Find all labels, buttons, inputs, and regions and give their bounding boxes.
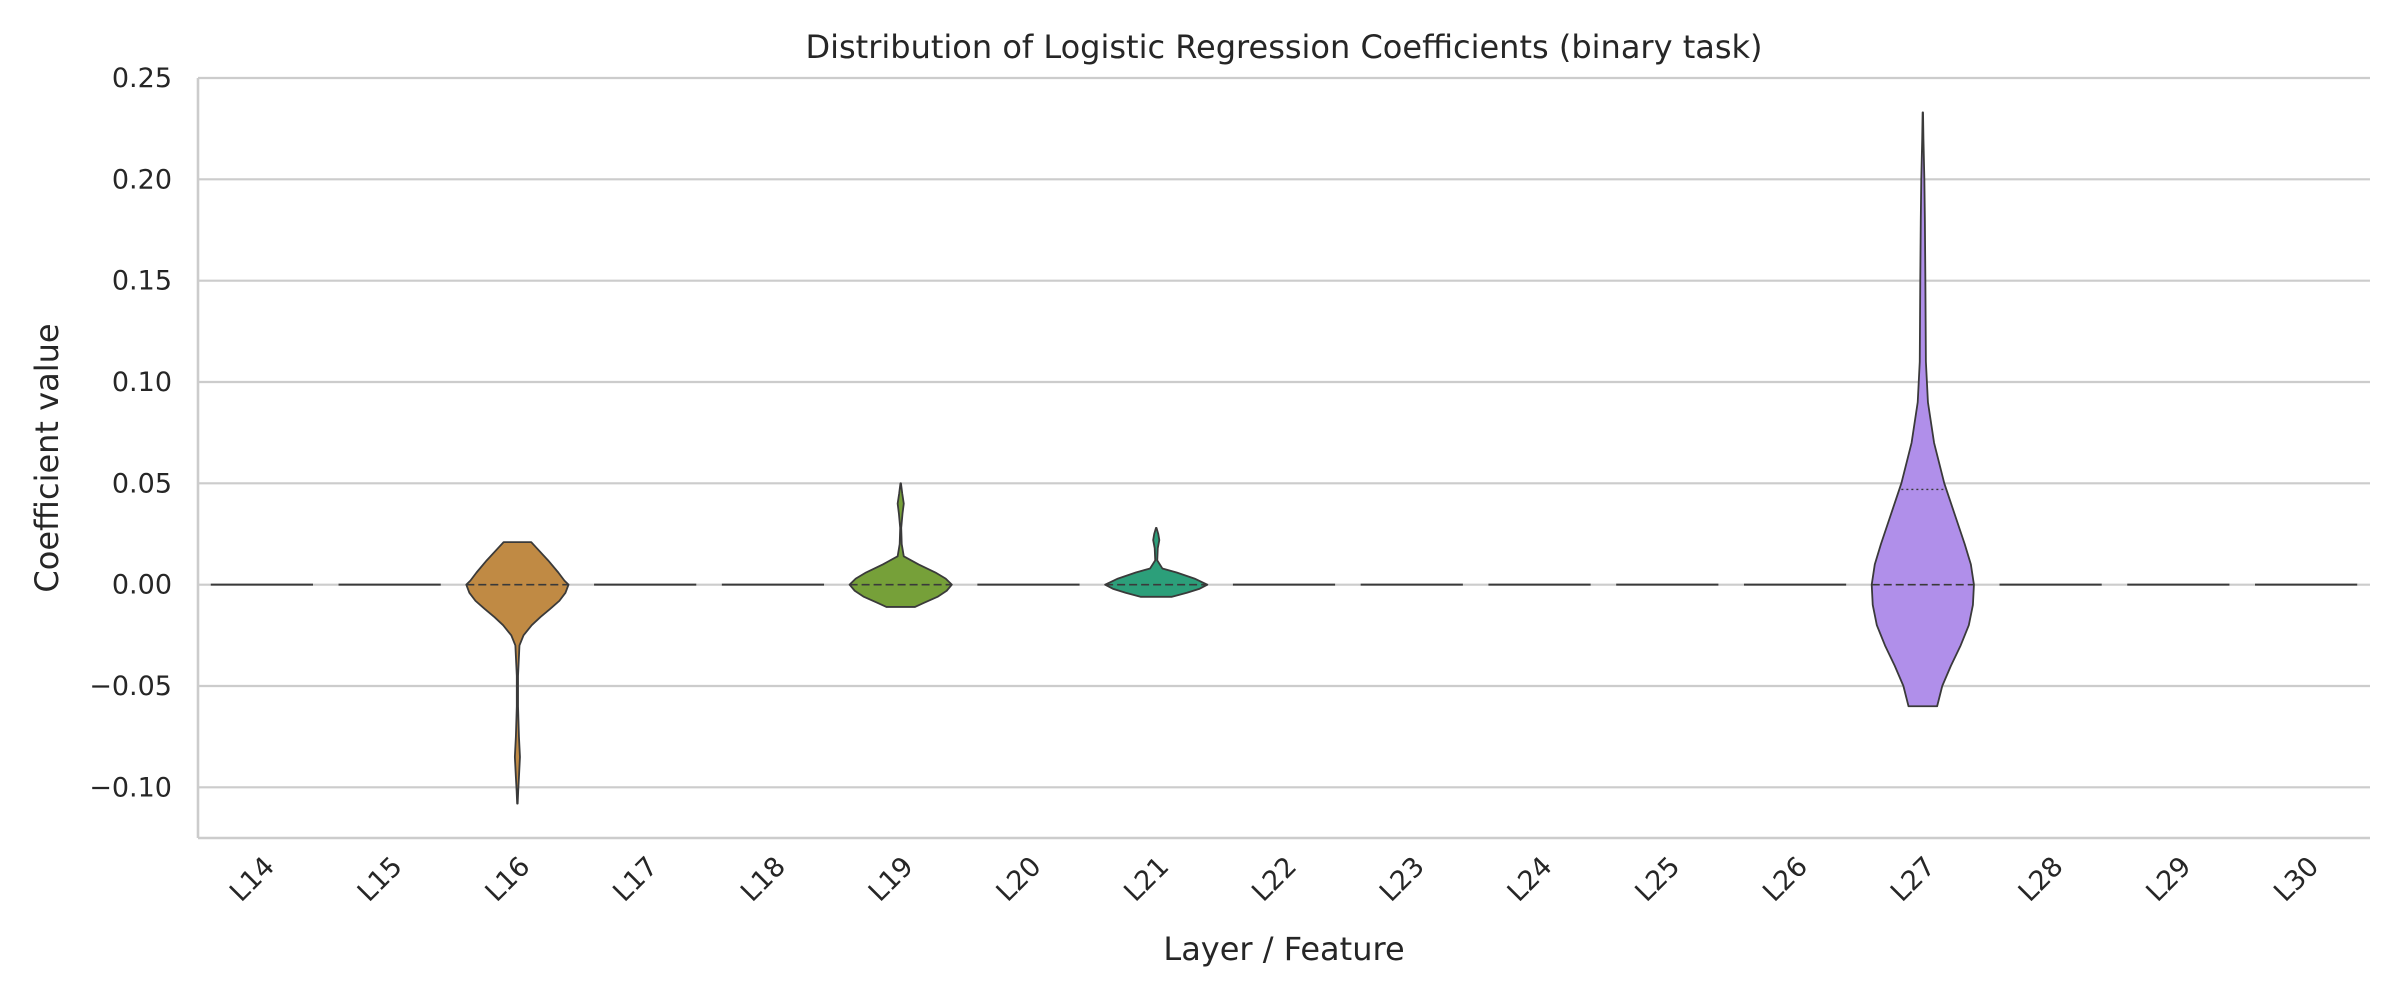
y-tick-label: 0.10 [112, 367, 172, 398]
y-tick-label: 0.15 [112, 266, 172, 297]
axes [196, 78, 2370, 840]
violin-L19 [848, 482, 953, 608]
x-tick-label: L27 [1885, 851, 1942, 908]
y-tick-label: −0.05 [89, 671, 172, 702]
violin-L21 [1104, 527, 1209, 598]
chart-title: Distribution of Logistic Regression Coef… [805, 28, 1762, 66]
y-tick-label: 0.25 [112, 63, 172, 94]
x-tick-label: L29 [2140, 851, 2197, 908]
x-tick-label: L26 [1757, 851, 1814, 908]
x-tick-label: L25 [1629, 851, 1686, 908]
x-tick-label: L19 [863, 851, 920, 908]
x-tick-label: L24 [1502, 851, 1559, 908]
violins [210, 111, 2358, 805]
x-axis-label: Layer / Feature [1163, 930, 1404, 968]
grid-lines [198, 76, 2370, 789]
x-tick-label: L14 [224, 851, 281, 908]
x-tick-label: L17 [607, 851, 664, 908]
y-tick-label: 0.00 [112, 570, 172, 601]
x-tick-label: L23 [1374, 851, 1431, 908]
x-tick-label: L30 [2268, 851, 2325, 908]
x-tick-labels: L14 L15 L16 L17 L18 L19 L20 L21 L22 L23 L24 L25 L26 L… [224, 851, 2325, 908]
violin-L27 [1870, 111, 1975, 708]
y-tick-labels: −0.10 −0.05 0.00 0.05 0.10 0.15 0.20 0.25 [89, 63, 172, 803]
violin-L16 [465, 541, 570, 805]
x-tick-label: L15 [352, 851, 409, 908]
x-tick-label: L22 [1246, 851, 1303, 908]
x-tick-label: L20 [991, 851, 1048, 908]
y-tick-label: −0.10 [89, 772, 172, 803]
y-tick-label: 0.20 [112, 164, 172, 195]
x-tick-label: L28 [2013, 851, 2070, 908]
x-tick-label: L21 [1118, 851, 1175, 908]
y-axis-label: Coefficient value [28, 323, 66, 592]
y-tick-label: 0.05 [112, 468, 172, 499]
x-tick-label: L16 [480, 851, 537, 908]
x-tick-label: L18 [735, 851, 792, 908]
